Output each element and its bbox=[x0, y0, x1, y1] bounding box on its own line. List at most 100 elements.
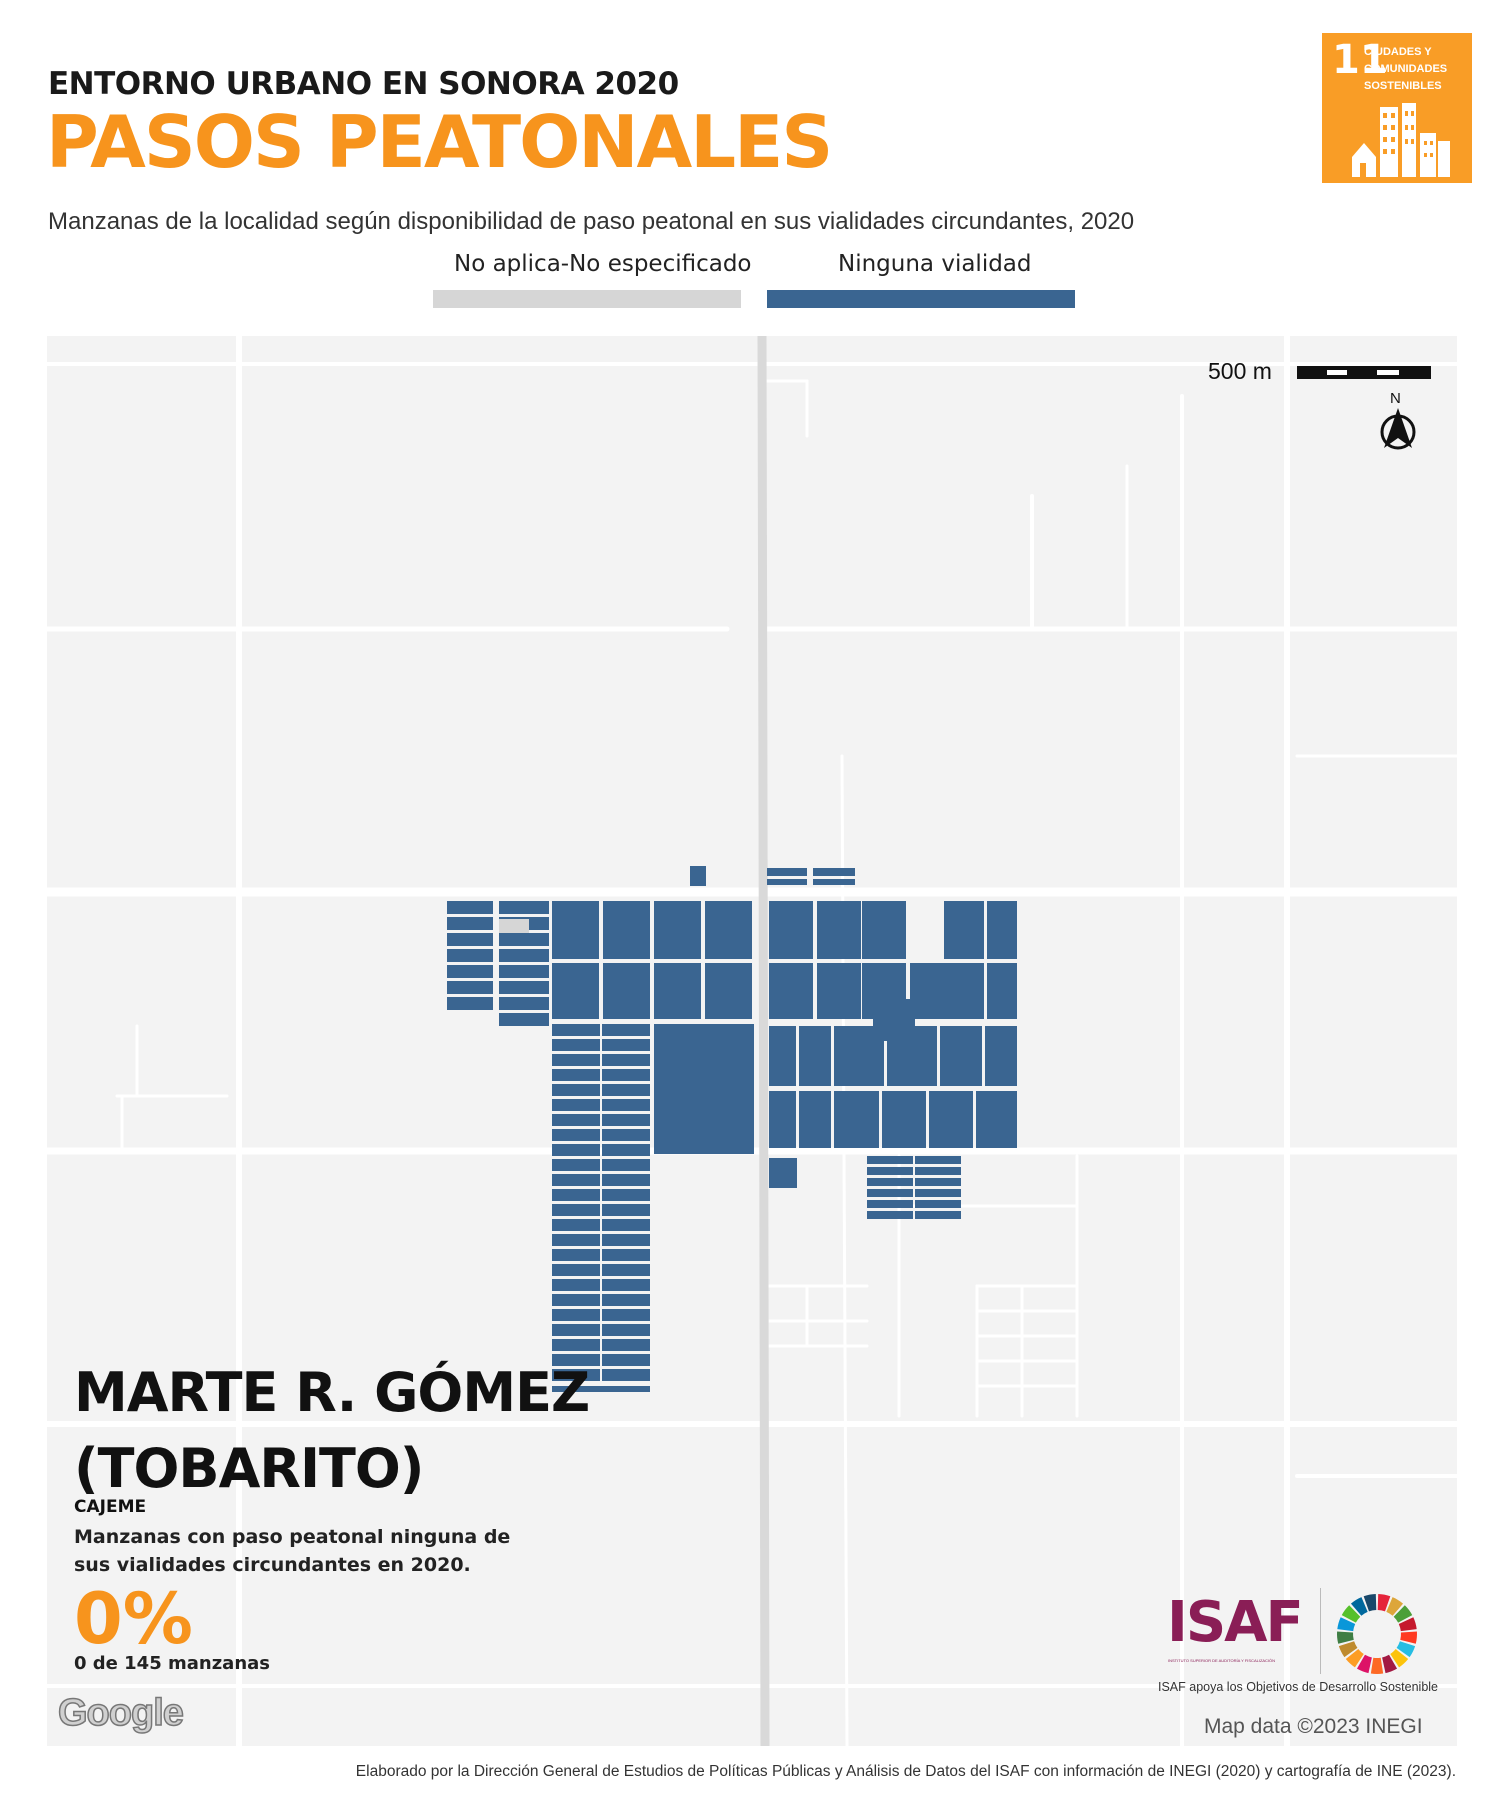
map-svg bbox=[47, 336, 1457, 1746]
city-block bbox=[552, 1099, 600, 1111]
page-title: PASOS PEATONALES bbox=[46, 100, 833, 184]
sdg-wheel-segment bbox=[1393, 1605, 1413, 1623]
city-block bbox=[602, 1069, 650, 1081]
legend-label-ninguna: Ninguna vialidad bbox=[838, 251, 1032, 277]
city-block bbox=[552, 963, 599, 1019]
map-attribution[interactable]: Map data ©2023 INEGI bbox=[1204, 1715, 1423, 1738]
city-block bbox=[499, 933, 549, 946]
sdg-wheel-segment bbox=[1363, 1594, 1377, 1612]
city-block bbox=[447, 981, 493, 994]
city-block bbox=[552, 1054, 600, 1066]
city-block bbox=[552, 1294, 600, 1306]
city-block bbox=[552, 1369, 600, 1381]
sdg-wheel-segment bbox=[1377, 1594, 1391, 1612]
city-block bbox=[602, 1249, 650, 1261]
city-block bbox=[552, 1279, 600, 1291]
city-block bbox=[552, 1204, 600, 1216]
city-block bbox=[447, 965, 493, 978]
city-block bbox=[602, 1369, 650, 1381]
sdg-number: 11 bbox=[1332, 37, 1388, 83]
sdg-color-wheel-icon bbox=[1337, 1594, 1417, 1674]
city-block bbox=[769, 901, 813, 959]
city-block bbox=[499, 965, 549, 978]
city-block bbox=[915, 1211, 961, 1219]
city-block bbox=[603, 901, 650, 959]
city-block bbox=[867, 1189, 913, 1197]
sdg-wheel-segment bbox=[1341, 1605, 1361, 1623]
city-block bbox=[867, 1156, 913, 1164]
sdg-wheel-segment bbox=[1370, 1657, 1384, 1674]
north-label: N bbox=[1390, 390, 1401, 407]
city-block bbox=[987, 901, 1017, 959]
footer-credits: Elaborado por la Dirección General de Es… bbox=[355, 1763, 1456, 1780]
municipality-name: CAJEME bbox=[74, 1497, 147, 1517]
scale-label: 500 m bbox=[1208, 358, 1272, 384]
sdg-11-badge: 11 CIUDADES Y COMUNIDADES SOSTENIBLES bbox=[1322, 33, 1472, 183]
city-block bbox=[915, 1167, 961, 1175]
city-block bbox=[602, 1129, 650, 1141]
city-block bbox=[944, 901, 984, 959]
city-block bbox=[602, 1174, 650, 1186]
sdg-wheel-segment bbox=[1386, 1597, 1404, 1616]
city-block bbox=[499, 949, 549, 962]
city-block bbox=[552, 1234, 600, 1246]
city-block bbox=[654, 901, 701, 959]
city-block bbox=[552, 1174, 600, 1186]
city-block bbox=[552, 1219, 600, 1231]
city-block bbox=[602, 1219, 650, 1231]
legend-swatch-ninguna bbox=[767, 290, 1075, 308]
city-block bbox=[603, 963, 650, 1019]
city-block bbox=[690, 866, 706, 886]
city-block bbox=[602, 1054, 650, 1066]
stat-description: Manzanas con paso peatonal ninguna de su… bbox=[74, 1526, 511, 1576]
city-block bbox=[705, 901, 752, 959]
city-block bbox=[602, 1324, 650, 1336]
map-canvas[interactable] bbox=[47, 336, 1457, 1746]
city-block bbox=[552, 1129, 600, 1141]
header-kicker: ENTORNO URBANO EN SONORA 2020 bbox=[48, 66, 679, 102]
city-block bbox=[602, 1339, 650, 1351]
isaf-caption: ISAF apoya los Objetivos de Desarrollo S… bbox=[1158, 1680, 1439, 1694]
city-block bbox=[834, 1026, 884, 1086]
logo-divider bbox=[1320, 1588, 1321, 1674]
city-block bbox=[867, 1167, 913, 1175]
sdg-wheel-segment bbox=[1350, 1597, 1368, 1616]
city-block bbox=[602, 1294, 650, 1306]
sdg-wheel-segment bbox=[1356, 1654, 1372, 1674]
stat-percentage: 0% bbox=[74, 1578, 193, 1660]
city-block bbox=[602, 1159, 650, 1171]
city-block bbox=[887, 1026, 937, 1086]
city-block bbox=[915, 1189, 961, 1197]
city-block bbox=[867, 1200, 913, 1208]
city-block bbox=[499, 919, 529, 933]
city-block bbox=[769, 963, 813, 1019]
city-block bbox=[813, 879, 855, 885]
city-block bbox=[447, 917, 493, 930]
highway bbox=[757, 336, 770, 1746]
city-block bbox=[552, 1039, 600, 1051]
city-block bbox=[862, 901, 906, 959]
city-block bbox=[987, 963, 1017, 1019]
city-block bbox=[499, 981, 549, 994]
city-block bbox=[976, 1091, 1017, 1148]
map-subtitle: Manzanas de la localidad según disponibi… bbox=[48, 208, 1135, 235]
city-block bbox=[552, 1264, 600, 1276]
city-block bbox=[499, 901, 549, 914]
city-block bbox=[552, 1024, 600, 1036]
city-block bbox=[867, 1211, 913, 1219]
city-block bbox=[602, 1264, 650, 1276]
city-block bbox=[447, 997, 493, 1010]
city-block bbox=[985, 1026, 1017, 1086]
city-block bbox=[552, 1114, 600, 1126]
city-block bbox=[867, 1178, 913, 1186]
city-block bbox=[654, 963, 701, 1019]
city-block bbox=[602, 1204, 650, 1216]
city-block bbox=[767, 879, 807, 885]
city-block bbox=[915, 1200, 961, 1208]
city-block bbox=[447, 901, 493, 914]
city-block bbox=[602, 1099, 650, 1111]
city-block bbox=[769, 1158, 797, 1188]
city-block bbox=[552, 1189, 600, 1201]
sdg-wheel-segment bbox=[1396, 1641, 1416, 1658]
city-block bbox=[552, 901, 599, 959]
